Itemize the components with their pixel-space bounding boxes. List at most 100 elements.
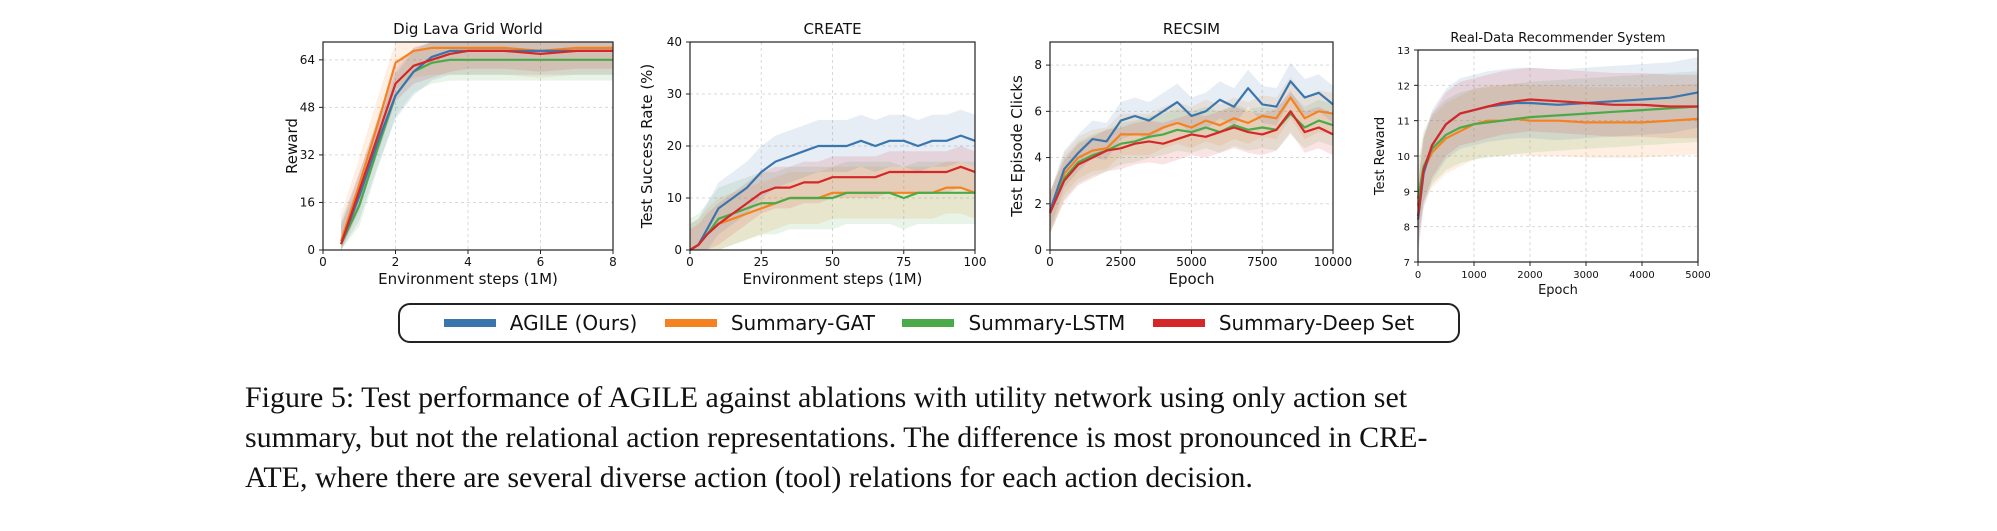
legend-swatch-summary-deep-set xyxy=(1152,319,1205,327)
x-tick-label: 2 xyxy=(392,255,400,269)
x-tick-label: 6 xyxy=(537,255,545,269)
y-tick-label: 2 xyxy=(1034,197,1042,211)
x-tick-label: 3000 xyxy=(1573,270,1598,281)
figure-caption: Figure 5: Test performance of AGILE agai… xyxy=(245,378,1745,498)
series-line-summary-lstm xyxy=(1416,105,1699,199)
chart-panel-create: 0 25 50 75 100 0 10 20 30 40 CREATE Environment ste… xyxy=(638,20,986,288)
y-tick-label: 8 xyxy=(1404,223,1410,234)
x-tick-label: 2500 xyxy=(1105,255,1136,269)
y-tick-label: 9 xyxy=(1404,187,1410,198)
series-line-summary-deep-set xyxy=(340,49,613,245)
y-tick-label: 12 xyxy=(1397,81,1410,92)
series-line-agile-ours xyxy=(340,49,613,245)
x-tick-label: 100 xyxy=(964,255,987,269)
legend-label-summary-gat: Summary-GAT xyxy=(730,311,875,335)
x-tick-label: 0 xyxy=(1415,270,1421,281)
y-tick-label: 64 xyxy=(300,53,315,67)
y-tick-label: 0 xyxy=(1034,243,1042,257)
band-agile-ours xyxy=(341,42,613,250)
plot-frame xyxy=(689,41,976,251)
y-tick-label: 16 xyxy=(300,195,315,209)
series-line-summary-deep-set xyxy=(1416,98,1698,217)
legend-item-agile: AGILE (Ours) xyxy=(443,311,638,335)
band-summary-deep-set xyxy=(1418,67,1698,248)
y-tick-label: 30 xyxy=(667,87,682,101)
band-summary-lstm xyxy=(341,42,613,250)
y-tick-label: 0 xyxy=(307,243,315,257)
x-tick-label: 7500 xyxy=(1247,255,1278,269)
y-tick-label: 10 xyxy=(667,191,682,205)
y-tick-label: 20 xyxy=(667,139,682,153)
x-tick-label: 4000 xyxy=(1629,270,1654,281)
plot-frame xyxy=(1049,41,1334,251)
x-tick-label: 25 xyxy=(754,255,769,269)
band-summary-lstm xyxy=(690,161,975,250)
y-axis-label: Test Success Rate (%) xyxy=(638,64,656,230)
y-axis-label: Test Reward xyxy=(1373,117,1388,196)
legend-swatch-agile xyxy=(443,319,496,327)
y-tick-label: 48 xyxy=(300,100,315,114)
y-axis-label: Reward xyxy=(283,118,301,174)
chart-title: CREATE xyxy=(803,20,861,38)
x-tick-label: 10000 xyxy=(1314,255,1352,269)
band-agile-ours xyxy=(690,109,975,250)
chart-title: RECSIM xyxy=(1163,20,1220,38)
legend-label-summary-lstm: Summary-LSTM xyxy=(968,311,1126,335)
y-tick-label: 11 xyxy=(1397,117,1410,128)
x-tick-label: 75 xyxy=(896,255,911,269)
x-tick-label: 50 xyxy=(825,255,840,269)
x-tick-label: 0 xyxy=(686,255,694,269)
plot-frame xyxy=(1417,49,1699,263)
legend-item-summary-gat: Summary-GAT xyxy=(664,311,875,335)
legend: AGILE (Ours) Summary-GAT Summary-LSTM Su… xyxy=(398,303,1460,343)
x-axis-label: Epoch xyxy=(1169,270,1215,288)
series-line-summary-deep-set xyxy=(689,165,976,251)
series-line-summary-gat xyxy=(1048,96,1334,214)
series-line-summary-deep-set xyxy=(1048,110,1334,214)
series-line-summary-lstm xyxy=(340,58,613,245)
plot-frame xyxy=(322,41,614,251)
y-tick-label: 40 xyxy=(667,35,682,49)
chart-title: Dig Lava Grid World xyxy=(393,20,543,38)
x-tick-label: 0 xyxy=(1046,255,1054,269)
y-tick-label: 4 xyxy=(1034,151,1042,165)
legend-item-summary-lstm: Summary-LSTM xyxy=(902,311,1125,335)
caption-line-2: summary, but not the relational action r… xyxy=(245,421,1428,454)
caption-line-3: ATE, where there are several diverse act… xyxy=(245,461,1253,494)
x-tick-label: 8 xyxy=(609,255,617,269)
x-axis-label: Environment steps (1M) xyxy=(743,270,923,288)
y-tick-label: 6 xyxy=(1034,104,1042,118)
x-tick-label: 0 xyxy=(319,255,327,269)
legend-item-summary-deep-set: Summary-Deep Set xyxy=(1152,311,1415,335)
band-summary-gat xyxy=(341,42,613,250)
x-axis-label: Epoch xyxy=(1538,283,1578,298)
band-summary-gat xyxy=(690,161,975,250)
x-tick-label: 2000 xyxy=(1517,270,1542,281)
y-tick-label: 8 xyxy=(1034,58,1042,72)
band-summary-deep-set xyxy=(341,42,613,250)
legend-swatch-summary-lstm xyxy=(902,319,955,327)
legend-label-summary-deep-set: Summary-Deep Set xyxy=(1218,311,1415,335)
x-tick-label: 1000 xyxy=(1461,270,1486,281)
legend-label-agile: AGILE (Ours) xyxy=(509,311,638,335)
x-axis-label: Environment steps (1M) xyxy=(378,270,558,288)
series-line-agile-ours xyxy=(1048,80,1334,212)
y-tick-label: 0 xyxy=(674,243,682,257)
legend-swatch-summary-gat xyxy=(664,319,717,327)
x-tick-label: 5000 xyxy=(1685,270,1710,281)
y-axis-label: Test Episode Clicks xyxy=(1008,75,1026,218)
chart-title: Real-Data Recommender System xyxy=(1450,31,1665,46)
chart-panel-dig-lava-grid-world: 0 2 4 6 8 0 16 32 48 64 Dig Lava Grid World Environ… xyxy=(283,20,617,288)
y-tick-label: 10 xyxy=(1397,152,1410,163)
series-line-agile-ours xyxy=(689,134,976,251)
y-tick-label: 13 xyxy=(1397,46,1410,57)
band-summary-deep-set xyxy=(1050,90,1333,234)
x-tick-label: 4 xyxy=(464,255,472,269)
x-tick-label: 5000 xyxy=(1176,255,1207,269)
y-tick-label: 7 xyxy=(1404,258,1410,269)
y-tick-label: 32 xyxy=(300,148,315,162)
chart-panel-real-data-recommender-system: 0 1000 2000 3000 4000 5000 7 8 9 10 11 12 13 Real-Dat… xyxy=(1373,31,1711,298)
series-line-summary-lstm xyxy=(689,191,975,251)
chart-panel-recsim: 0 2500 5000 7500 10000 0 2 4 6 8 RECSIM Epoch Test E… xyxy=(1008,20,1352,288)
